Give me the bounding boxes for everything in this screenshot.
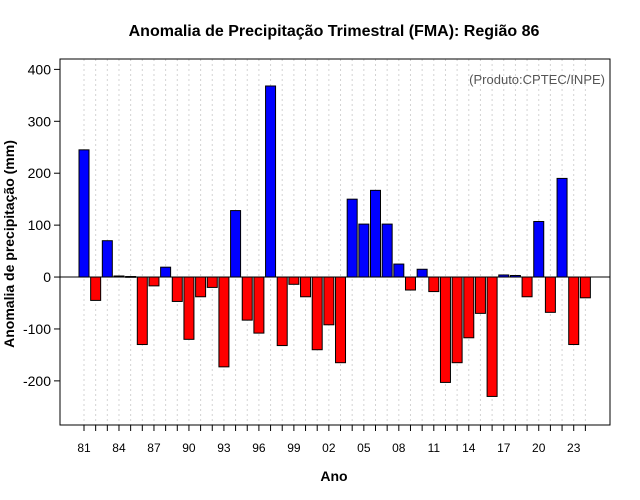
bar-1999 xyxy=(288,276,300,285)
bar-2020 xyxy=(533,220,545,278)
x-tick-label: 90 xyxy=(182,441,196,455)
bar-1990 xyxy=(183,276,195,340)
x-tick-label: 99 xyxy=(287,441,301,455)
chart-title: Anomalia de Precipitação Trimestral (FMA… xyxy=(129,23,540,40)
bar-1989 xyxy=(171,276,183,302)
bar-2014 xyxy=(463,276,475,339)
x-tick-label: 84 xyxy=(112,441,126,455)
y-tick-label: 0 xyxy=(43,269,51,285)
bar-1983 xyxy=(101,240,113,278)
bar-2006 xyxy=(370,189,381,278)
bar-2005 xyxy=(358,223,370,278)
bar-1994 xyxy=(230,210,242,278)
x-axis: 81 84 87 90 93 96 99 02 05 08 11 14 17 20 23 xyxy=(77,425,586,455)
bar-2016 xyxy=(486,276,498,397)
bar-1982 xyxy=(90,276,102,301)
y-tick-label: 300 xyxy=(28,113,52,129)
x-tick-label: 14 xyxy=(462,441,476,455)
x-tick-label: 11 xyxy=(428,441,441,455)
y-tick-label: -100 xyxy=(23,321,51,337)
credit-annotation: (Produto:CPTEC/INPE) xyxy=(469,72,605,87)
bar-2008 xyxy=(393,263,405,278)
bar-2001 xyxy=(311,276,323,351)
bar-2015 xyxy=(474,276,486,314)
x-tick-label: 02 xyxy=(322,441,336,455)
x-tick-label: 87 xyxy=(147,441,161,455)
bar-1992 xyxy=(206,276,218,288)
bars xyxy=(78,85,591,397)
bar-1988 xyxy=(160,266,172,278)
x-tick-label: 05 xyxy=(357,441,371,455)
bar-1986 xyxy=(136,276,148,346)
plot-frame xyxy=(59,58,611,426)
bar-2010 xyxy=(416,268,428,278)
bar-1993 xyxy=(218,276,230,368)
bar-2007 xyxy=(381,223,393,278)
bar-2023 xyxy=(568,276,580,346)
bar-1996 xyxy=(253,276,265,334)
bar-2004 xyxy=(346,198,358,278)
bar-2024 xyxy=(579,276,591,299)
x-axis-label: Ano xyxy=(320,468,347,484)
y-tick-label: 200 xyxy=(28,165,52,181)
x-tick-label: 93 xyxy=(217,441,231,455)
bar-2013 xyxy=(451,276,463,364)
x-tick-label: 08 xyxy=(392,441,406,455)
bar-1987 xyxy=(148,276,160,287)
y-axis: -200 -100 0 100 200 300 400 xyxy=(23,61,60,389)
bar-2002 xyxy=(323,276,335,326)
bar-2000 xyxy=(300,276,312,298)
bar-2021 xyxy=(544,276,556,313)
bar-2019 xyxy=(521,276,533,298)
bar-2012 xyxy=(439,276,451,383)
x-tick-label: 20 xyxy=(532,441,546,455)
bar-2011 xyxy=(428,276,440,293)
y-tick-label: 400 xyxy=(28,61,52,77)
x-tick-label: 17 xyxy=(497,441,511,455)
bar-1991 xyxy=(195,276,207,298)
y-axis-label: Anomalia de precipitação (mm) xyxy=(1,140,17,348)
bar-1998 xyxy=(276,276,288,347)
bar-2009 xyxy=(404,276,416,291)
grid xyxy=(83,59,586,425)
bar-2003 xyxy=(335,276,347,364)
x-tick-label: 23 xyxy=(567,441,581,455)
bar-1995 xyxy=(241,276,253,321)
bar-1981 xyxy=(78,149,90,278)
bar-2022 xyxy=(556,177,568,278)
y-tick-label: 100 xyxy=(28,217,52,233)
y-tick-label: -200 xyxy=(23,373,51,389)
x-tick-label: 81 xyxy=(77,441,91,455)
x-tick-label: 96 xyxy=(252,441,266,455)
bar-1997 xyxy=(265,85,277,278)
